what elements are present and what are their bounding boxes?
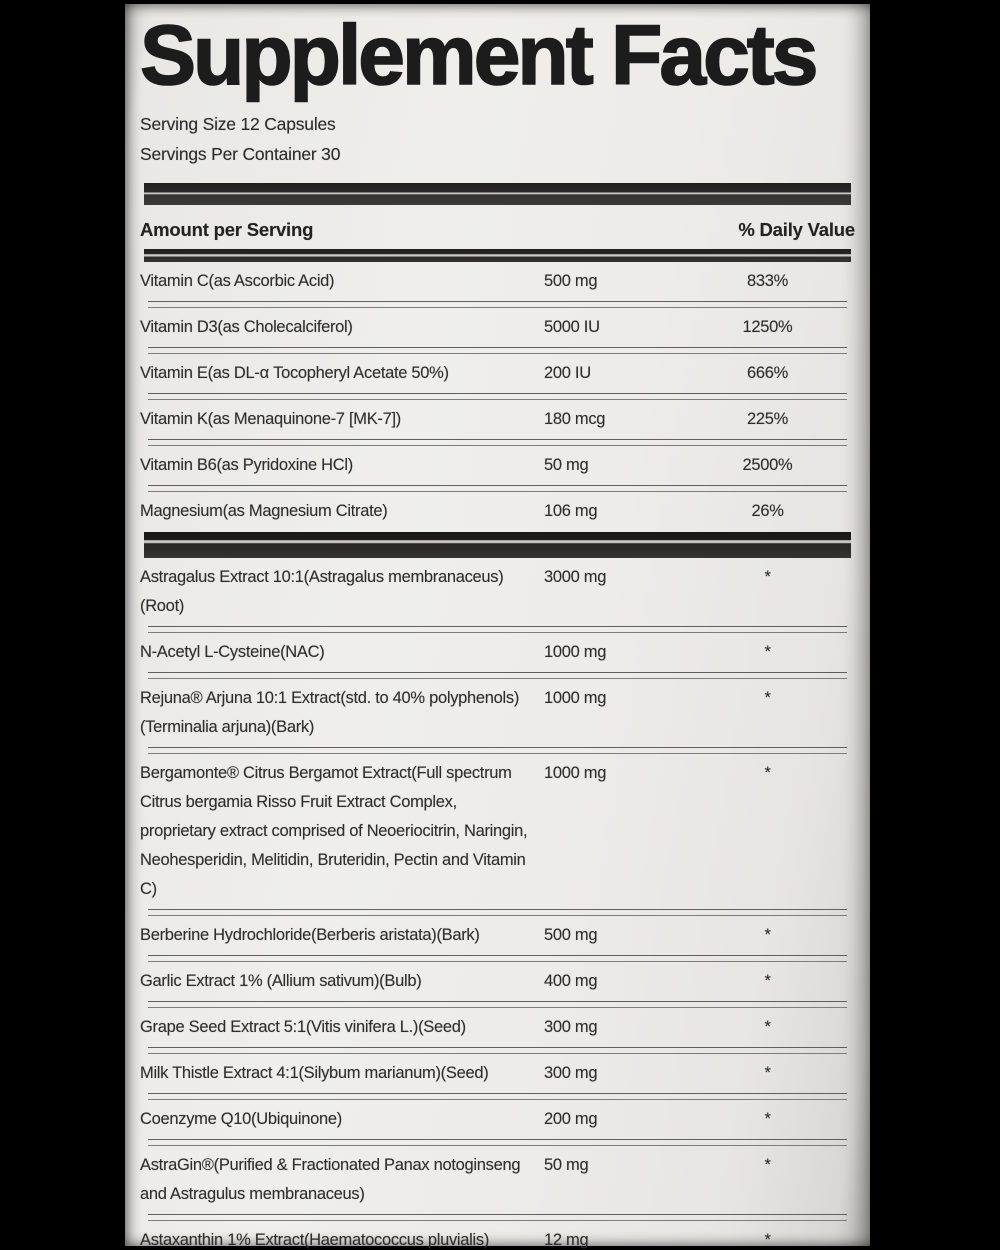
botanical-rows-group: Astragalus Extract 10:1(Astragalus membr…	[140, 558, 855, 1250]
ingredient-amount: 500 mg	[544, 271, 598, 290]
row-separator	[148, 485, 847, 492]
header-underline-bar	[144, 249, 851, 262]
ingredient-row: Magnesium(as Magnesium Citrate) 106 mg 2…	[140, 492, 855, 531]
ingredient-amount: 300 mg	[544, 1063, 598, 1082]
ingredient-amount: 1000 mg	[544, 763, 607, 782]
supplement-facts-panel: Supplement Facts Serving Size 12 Capsule…	[125, 4, 870, 1249]
ingredient-daily-value: *	[764, 642, 771, 661]
ingredient-name: Vitamin K(as Menaquinone-7 [MK-7])	[140, 409, 401, 428]
ingredient-amount: 400 mg	[544, 971, 598, 990]
ingredient-amount: 5000 IU	[544, 317, 600, 336]
ingredient-name: N-Acetyl L-Cysteine(NAC)	[140, 642, 325, 661]
ingredient-amount: 106 mg	[544, 501, 598, 520]
ingredient-daily-value: *	[764, 688, 771, 707]
ingredient-row: Rejuna® Arjuna 10:1 Extract(std. to 40% …	[140, 679, 855, 747]
ingredient-daily-value: 26%	[751, 501, 784, 520]
ingredient-row: Bergamonte® Citrus Bergamot Extract(Full…	[140, 754, 855, 909]
ingredient-amount: 1000 mg	[544, 642, 607, 661]
ingredient-name: Garlic Extract 1% (Allium sativum)(Bulb)	[140, 971, 422, 990]
vitamin-rows-group: Vitamin C(as Ascorbic Acid) 500 mg 833% …	[140, 262, 855, 531]
ingredient-daily-value: 833%	[746, 271, 788, 290]
row-separator	[148, 626, 847, 633]
ingredient-daily-value: 2500%	[742, 455, 793, 474]
ingredient-daily-value: *	[764, 1063, 771, 1082]
ingredient-name: Vitamin B6(as Pyridoxine HCl)	[140, 455, 353, 474]
serving-info: Serving Size 12 Capsules Servings Per Co…	[140, 109, 855, 169]
ingredient-name: Grape Seed Extract 5:1(Vitis vinifera L.…	[140, 1017, 466, 1036]
ingredient-row: Astaxanthin 1% Extract(Haematococcus plu…	[140, 1221, 855, 1250]
ingredient-row: Milk Thistle Extract 4:1(Silybum marianu…	[140, 1054, 855, 1093]
row-separator	[148, 1093, 847, 1100]
ingredient-row: Vitamin D3(as Cholecalciferol) 5000 IU 1…	[140, 308, 855, 347]
ingredient-row: AstraGin®(Purified & Fractionated Panax …	[140, 1146, 855, 1214]
ingredient-row: Vitamin B6(as Pyridoxine HCl) 50 mg 2500…	[140, 446, 855, 485]
ingredient-daily-value: 666%	[746, 363, 788, 382]
row-separator	[148, 301, 847, 308]
panel-title: Supplement Facts	[139, 8, 819, 102]
ingredient-daily-value: *	[764, 971, 771, 990]
ingredient-amount: 200 mg	[544, 1109, 598, 1128]
ingredient-name: AstraGin®(Purified & Fractionated Panax …	[140, 1155, 521, 1203]
ingredient-daily-value: *	[764, 1017, 771, 1036]
row-separator	[148, 439, 847, 446]
ingredient-amount: 12 mg	[544, 1230, 589, 1249]
ingredient-amount: 300 mg	[544, 1017, 598, 1036]
ingredient-name: Vitamin C(as Ascorbic Acid)	[140, 271, 335, 290]
ingredient-name: Bergamonte® Citrus Bergamot Extract(Full…	[140, 763, 528, 898]
row-separator	[148, 955, 847, 962]
section-divider-bar-middle	[144, 532, 851, 558]
row-separator	[148, 1001, 847, 1008]
ingredient-daily-value: *	[764, 1230, 771, 1249]
ingredient-daily-value: 1250%	[742, 317, 793, 336]
ingredient-amount: 500 mg	[544, 925, 598, 944]
ingredient-name: Magnesium(as Magnesium Citrate)	[140, 501, 388, 520]
row-separator	[148, 347, 847, 354]
ingredient-amount: 1000 mg	[544, 688, 607, 707]
row-separator	[148, 393, 847, 400]
ingredient-amount: 50 mg	[544, 455, 589, 474]
ingredient-row: Astragalus Extract 10:1(Astragalus membr…	[140, 558, 855, 626]
ingredient-daily-value: 225%	[746, 409, 788, 428]
ingredient-name: Vitamin E(as DL-α Tocopheryl Acetate 50%…	[140, 363, 449, 382]
ingredient-daily-value: *	[764, 1109, 771, 1128]
ingredient-name: Milk Thistle Extract 4:1(Silybum marianu…	[140, 1063, 489, 1082]
ingredient-amount: 180 mcg	[544, 409, 606, 428]
row-separator	[148, 909, 847, 916]
ingredient-daily-value: *	[764, 763, 771, 782]
ingredient-daily-value: *	[764, 567, 771, 586]
ingredient-amount: 50 mg	[544, 1155, 589, 1174]
ingredient-name: Rejuna® Arjuna 10:1 Extract(std. to 40% …	[140, 688, 520, 736]
ingredient-row: Coenzyme Q10(Ubiquinone) 200 mg *	[140, 1100, 855, 1139]
row-separator	[148, 1047, 847, 1054]
ingredient-daily-value: *	[764, 1155, 771, 1174]
row-separator	[148, 672, 847, 679]
ingredient-name: Vitamin D3(as Cholecalciferol)	[140, 317, 353, 336]
row-separator	[148, 747, 847, 754]
serving-size-line: Serving Size 12 Capsules	[140, 114, 336, 134]
daily-value-header: % Daily Value	[738, 219, 855, 240]
ingredient-row: Berberine Hydrochloride(Berberis aristat…	[140, 916, 855, 955]
ingredient-row: Vitamin K(as Menaquinone-7 [MK-7]) 180 m…	[140, 400, 855, 439]
ingredient-amount: 3000 mg	[544, 567, 607, 586]
servings-per-container-line: Servings Per Container 30	[140, 144, 341, 164]
ingredient-row: Vitamin C(as Ascorbic Acid) 500 mg 833%	[140, 262, 855, 301]
row-separator	[148, 1139, 847, 1146]
ingredient-name: Coenzyme Q10(Ubiquinone)	[140, 1109, 342, 1128]
section-divider-bar-top	[144, 183, 851, 205]
table-header-row: Amount per Serving % Daily Value	[140, 205, 855, 249]
panel-content: Supplement Facts Serving Size 12 Capsule…	[125, 8, 870, 1250]
ingredient-row: Vitamin E(as DL-α Tocopheryl Acetate 50%…	[140, 354, 855, 393]
row-separator	[148, 1214, 847, 1221]
ingredient-row: N-Acetyl L-Cysteine(NAC) 1000 mg *	[140, 633, 855, 672]
ingredient-amount: 200 IU	[544, 363, 591, 382]
ingredient-daily-value: *	[764, 925, 771, 944]
ingredient-name: Astragalus Extract 10:1(Astragalus membr…	[140, 567, 504, 615]
ingredient-row: Garlic Extract 1% (Allium sativum)(Bulb)…	[140, 962, 855, 1001]
ingredient-name: Berberine Hydrochloride(Berberis aristat…	[140, 925, 480, 944]
ingredient-name: Astaxanthin 1% Extract(Haematococcus plu…	[140, 1230, 490, 1249]
amount-per-serving-header: Amount per Serving	[140, 219, 314, 240]
ingredient-row: Grape Seed Extract 5:1(Vitis vinifera L.…	[140, 1008, 855, 1047]
